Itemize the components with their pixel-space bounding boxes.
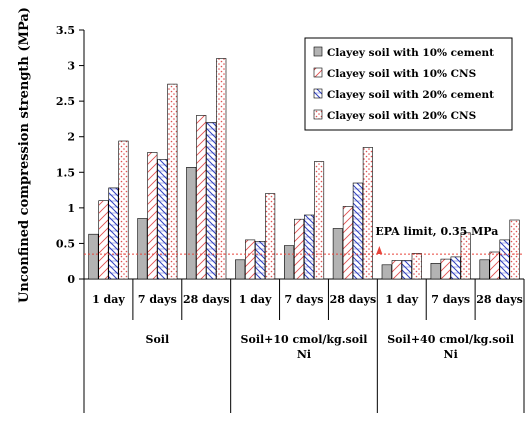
group-label: Soil+40 cmol/kg.soil: [387, 333, 514, 346]
legend-label: Clayey soil with 20% CNS: [327, 110, 476, 122]
y-axis-title: Unconfined compression strength (MPa): [17, 7, 32, 303]
bar: [157, 159, 168, 280]
x-tick-label: 7 days: [431, 293, 470, 306]
legend-swatch: [313, 109, 323, 120]
x-tick-label: 7 days: [138, 293, 177, 306]
legend-label: Clayey soil with 10% CNS: [327, 68, 476, 80]
y-ticks: 0 0.5 1 1.5 2 2.5 3 3.5: [56, 24, 84, 286]
bar: [137, 218, 148, 280]
bar: [479, 259, 490, 280]
bars: [88, 58, 520, 280]
bar: [118, 140, 129, 280]
group-label: Ni: [297, 348, 311, 361]
x-tick-label: 7 days: [285, 293, 324, 306]
bar: [489, 251, 500, 280]
y-tick-label: 3: [67, 60, 75, 73]
bar: [88, 233, 99, 280]
bar: [235, 259, 246, 280]
bar: [401, 260, 412, 280]
bar: [440, 258, 451, 280]
bar: [460, 232, 471, 280]
x-tick-label: 28 days: [476, 293, 523, 306]
bar: [283, 245, 295, 280]
bar: [108, 187, 119, 280]
bar: [509, 219, 520, 280]
legend-swatch: [313, 67, 323, 78]
legend-swatch: [313, 46, 323, 57]
bar: [98, 200, 109, 280]
bar: [196, 115, 207, 280]
bar: [216, 58, 227, 280]
x-axis-table: 1 day 7 days 28 days 1 day 7 days 28 days 1 da…: [83, 279, 525, 413]
x-tick-label: 1 day: [92, 293, 125, 306]
x-tick-label: 28 days: [183, 293, 230, 306]
bar: [352, 182, 363, 280]
legend-label: Clayey soil with 10% cement: [327, 47, 494, 59]
y-tick-label: 2.5: [56, 95, 75, 108]
bar: [450, 256, 461, 280]
x-tick-label: 1 day: [385, 293, 418, 306]
y-tick-label: 2: [67, 131, 75, 144]
bar: [362, 147, 373, 280]
legend-swatch: [313, 88, 323, 99]
reference-label: EPA limit, 0.35 MPa: [375, 225, 498, 238]
y-tick-label: 1.5: [56, 166, 75, 179]
bar: [265, 193, 276, 280]
bar: [381, 264, 392, 280]
x-tick-label: 1 day: [239, 293, 272, 306]
bar: [186, 167, 197, 280]
group-label: Soil+10 cmol/kg.soil: [241, 333, 368, 346]
bar: [313, 161, 325, 280]
bar: [147, 152, 158, 280]
y-tick-label: 3.5: [56, 24, 75, 37]
group-label: Soil: [146, 333, 170, 346]
legend-label: Clayey soil with 20% cement: [327, 89, 494, 101]
bar: [245, 239, 256, 280]
bar: [167, 83, 178, 280]
bar: [499, 239, 510, 280]
y-tick-label: 0: [67, 273, 75, 286]
bar: [255, 241, 266, 280]
y-tick-label: 1: [67, 202, 75, 215]
legend-box: [304, 37, 513, 131]
bar: [430, 262, 441, 280]
bar: [303, 214, 315, 280]
legend: Clayey soil with 10% cement Clayey soil w…: [304, 37, 513, 131]
y-tick-label: 0.5: [56, 237, 75, 250]
reference-line-group: EPA limit, 0.35 MPa: [84, 225, 524, 255]
bar: [206, 122, 217, 280]
reference-arrowhead: [376, 246, 383, 254]
x-tick-label: 28 days: [330, 293, 377, 306]
bar: [391, 260, 402, 280]
bar: [342, 206, 353, 280]
bar: [411, 253, 422, 280]
group-label: Ni: [444, 348, 458, 361]
bar: [293, 218, 305, 280]
